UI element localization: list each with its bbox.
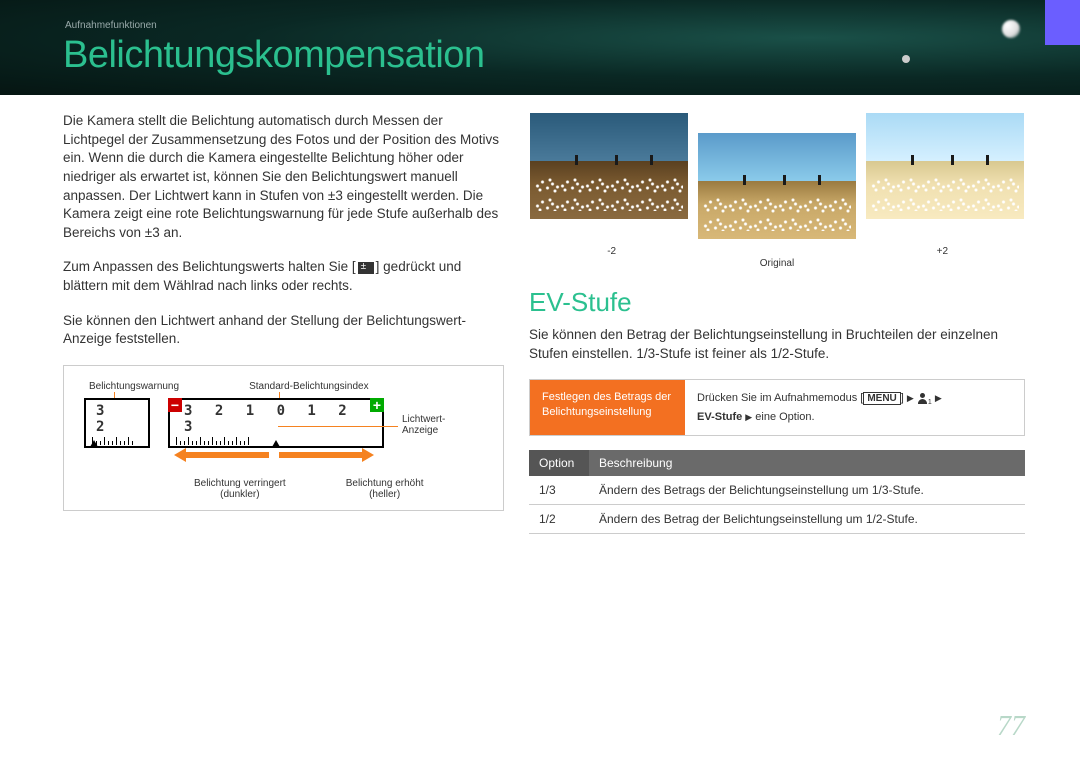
callout-line xyxy=(278,426,398,427)
example-images xyxy=(529,112,1025,240)
warning-scale: 3 2 xyxy=(84,398,150,448)
text: (heller) xyxy=(369,489,400,500)
adjust-paragraph: Zum Anpassen des Belichtungswerts halten… xyxy=(63,258,504,295)
cell-option: 1/2 xyxy=(529,505,589,534)
example-dark xyxy=(529,112,689,220)
triangle-icon: ▶ xyxy=(935,393,942,403)
menu-button-icon: MENU xyxy=(863,392,900,405)
text: Belichtung erhöht xyxy=(346,478,424,489)
table-row: 1/2 Ändern des Betrag der Belichtungsein… xyxy=(529,505,1025,534)
setting-box: Festlegen des Betrags der Belichtungsein… xyxy=(529,379,1025,436)
page-title: Belichtungskompensation xyxy=(0,31,1080,77)
exposure-diagram: Belichtungswarnung Standard-Belichtungsi… xyxy=(63,365,504,511)
setting-label: Festlegen des Betrags der Belichtungsein… xyxy=(530,380,685,435)
increase-label: Belichtung erhöht (heller) xyxy=(346,478,424,500)
minus-corner: − xyxy=(168,398,182,412)
label-plus2: +2 xyxy=(860,246,1025,257)
cell-desc: Ändern des Betrag der Belichtungseinstel… xyxy=(589,505,1025,534)
breadcrumb: Aufnahmefunktionen xyxy=(0,0,1080,31)
scale-numbers: 3 2 xyxy=(92,403,142,435)
light-value-label: Lichtwert- Anzeige xyxy=(402,414,445,436)
intro-paragraph: Die Kamera stellt die Belichtung automat… xyxy=(63,112,504,242)
user-icon xyxy=(917,393,928,404)
text: Lichtwert- xyxy=(402,414,445,425)
example-original xyxy=(697,132,857,240)
text: EV-Stufe xyxy=(697,411,745,423)
th-option: Option xyxy=(529,450,589,476)
setting-instruction: Drücken Sie im Aufnahmemodus [MENU] ▶ 1 … xyxy=(685,380,1024,435)
label-original: Original xyxy=(694,258,859,269)
scale-pointer xyxy=(272,440,280,447)
table-row: 1/3 Ändern des Betrags der Belichtungsei… xyxy=(529,476,1025,505)
decrease-arrow xyxy=(184,452,269,458)
text: Belichtung verringert xyxy=(194,478,286,489)
exposure-icon xyxy=(358,262,374,274)
scale-numbers: 3 2 1 0 1 2 3 xyxy=(176,403,376,435)
text: Drücken Sie im Aufnahmemodus [ xyxy=(697,392,863,404)
page-number: 77 xyxy=(997,711,1025,743)
main-scale: − + 3 2 1 0 1 2 3 xyxy=(168,398,384,448)
left-column: Die Kamera stellt die Belichtung automat… xyxy=(63,112,504,534)
warning-label: Belichtungswarnung xyxy=(89,381,179,392)
decrease-label: Belichtung verringert (dunkler) xyxy=(194,478,286,500)
subscript: 1 xyxy=(928,399,932,406)
text: Anzeige xyxy=(402,425,445,436)
triangle-icon: ▶ xyxy=(907,393,914,403)
right-column: -2 Original +2 EV-Stufe Sie können den B… xyxy=(529,112,1025,534)
plus-corner: + xyxy=(370,398,384,412)
text: (dunkler) xyxy=(220,489,259,500)
example-bright xyxy=(865,112,1025,220)
text: Zum Anpassen des Belichtungswerts halten… xyxy=(63,259,356,274)
cell-desc: Ändern des Betrags der Belichtungseinste… xyxy=(589,476,1025,505)
cell-option: 1/3 xyxy=(529,476,589,505)
example-labels: -2 Original +2 xyxy=(529,246,1025,257)
ev-paragraph: Sie können den Betrag der Belichtungsein… xyxy=(529,326,1025,363)
text: eine Option. xyxy=(752,411,814,423)
indicator-paragraph: Sie können den Lichtwert anhand der Stel… xyxy=(63,312,504,349)
ev-subtitle: EV-Stufe xyxy=(529,287,1025,318)
increase-arrow xyxy=(279,452,364,458)
index-label: Standard-Belichtungsindex xyxy=(249,381,369,392)
label-minus2: -2 xyxy=(529,246,694,257)
scale-pointer xyxy=(90,440,98,447)
th-description: Beschreibung xyxy=(589,450,1025,476)
options-table: Option Beschreibung 1/3 Ändern des Betra… xyxy=(529,450,1025,534)
